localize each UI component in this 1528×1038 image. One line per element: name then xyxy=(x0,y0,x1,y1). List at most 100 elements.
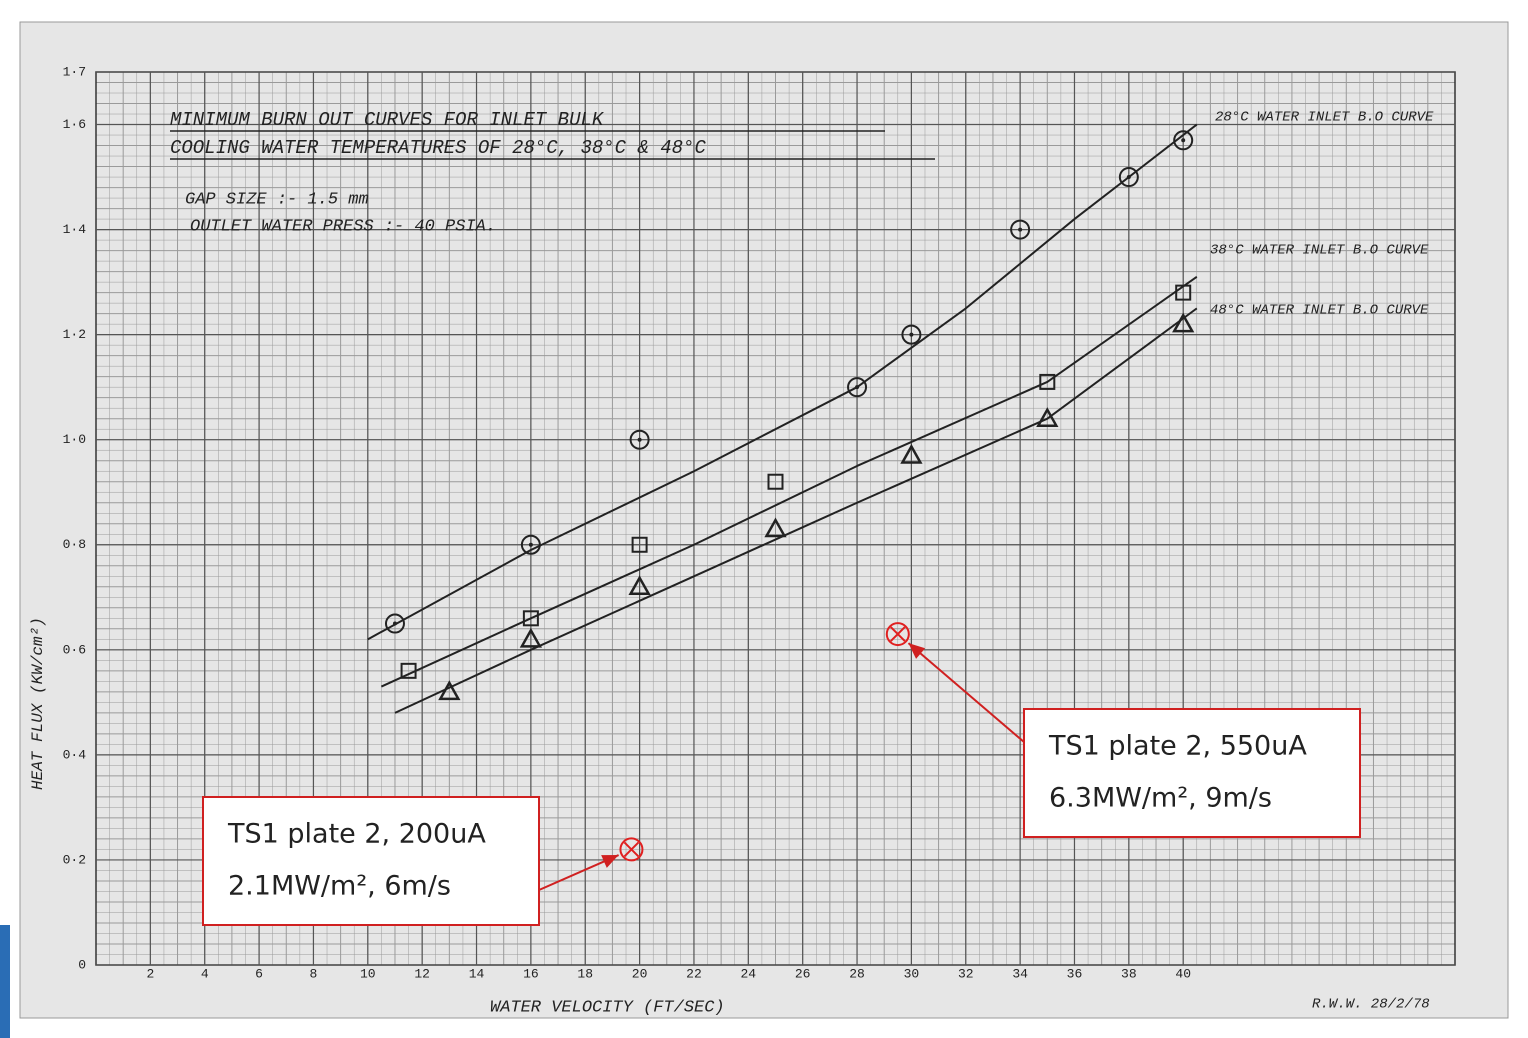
point xyxy=(400,662,417,679)
point-cross xyxy=(890,626,906,642)
point-ring xyxy=(901,324,922,345)
point-ring xyxy=(520,534,541,555)
curve-label: 48°C WATER INLET B.O CURVE xyxy=(1210,303,1429,319)
point xyxy=(1175,284,1192,301)
point-square xyxy=(631,536,648,553)
curve-label: 38°C WATER INLET B.O CURVE xyxy=(1210,243,1429,259)
point-ring xyxy=(1173,130,1194,151)
x-tick-label: 26 xyxy=(795,966,811,981)
point xyxy=(901,324,922,345)
annotation-arrowhead xyxy=(601,855,619,868)
x-tick-label: 40 xyxy=(1175,966,1191,981)
point xyxy=(1039,373,1056,390)
x-tick-label: 28 xyxy=(849,966,865,981)
point-ring xyxy=(847,377,868,398)
point xyxy=(384,613,405,634)
point-ring xyxy=(885,622,910,647)
annotation-text: 2.1MW/m², 6m/s xyxy=(228,871,451,902)
curve xyxy=(380,276,1198,688)
point xyxy=(764,517,787,538)
point-dot xyxy=(1181,138,1186,143)
annotation-box xyxy=(202,796,540,926)
x-tick-label: 30 xyxy=(904,966,920,981)
point-triangle xyxy=(900,443,923,464)
point xyxy=(1172,312,1195,333)
x-tick-label: 22 xyxy=(686,966,702,981)
annotation-arrow xyxy=(907,642,1025,743)
x-tick-label: 34 xyxy=(1012,966,1028,981)
point-dot xyxy=(909,332,914,337)
x-tick-label: 12 xyxy=(414,966,430,981)
point xyxy=(900,443,923,464)
x-tick-label: 4 xyxy=(201,966,209,981)
x-tick-label: 18 xyxy=(577,966,593,981)
annotation-arrowhead xyxy=(908,643,926,659)
point-dot xyxy=(637,437,642,442)
x-tick-label: 2 xyxy=(146,966,154,981)
point-triangle xyxy=(764,517,787,538)
point-square xyxy=(1175,284,1192,301)
x-tick-label: 8 xyxy=(310,966,318,981)
point-dot xyxy=(1126,175,1131,180)
x-axis-label: WATER VELOCITY (FT/SEC) xyxy=(490,998,725,1017)
y-tick-label: 0 xyxy=(78,957,86,972)
x-tick-label: 36 xyxy=(1067,966,1083,981)
y-tick-label: 1·7 xyxy=(63,64,86,79)
point-dot xyxy=(855,385,860,390)
point-ring xyxy=(1010,219,1031,240)
x-tick-label: 14 xyxy=(469,966,485,981)
point-dot xyxy=(1018,227,1023,232)
signature: R.W.W. 28/2/78 xyxy=(1312,997,1430,1013)
point-triangle xyxy=(1172,312,1195,333)
point xyxy=(767,473,784,490)
point xyxy=(438,680,461,701)
x-tick-label: 6 xyxy=(255,966,263,981)
x-tick-label: 10 xyxy=(360,966,376,981)
point xyxy=(1118,167,1139,188)
y-tick-label: 1·2 xyxy=(63,327,86,342)
point-dot xyxy=(392,621,397,626)
point xyxy=(629,429,650,450)
point xyxy=(628,575,651,596)
point xyxy=(619,837,644,862)
annotation-text: 6.3MW/m², 9m/s xyxy=(1049,783,1272,814)
condition: GAP SIZE :- 1.5 mm xyxy=(185,190,369,209)
y-tick-label: 1·4 xyxy=(63,222,87,237)
point-ring xyxy=(1118,167,1139,188)
curve xyxy=(394,307,1198,714)
point-triangle xyxy=(519,627,543,648)
x-tick-label: 20 xyxy=(632,966,648,981)
point xyxy=(1036,407,1059,427)
chart-title: MINIMUM BURN OUT CURVES FOR INLET BULK xyxy=(170,109,605,131)
point xyxy=(1173,130,1194,151)
x-tick-label: 24 xyxy=(741,966,757,981)
curve-label: 28°C WATER INLET B.O CURVE xyxy=(1215,110,1434,126)
point-ring xyxy=(619,837,644,862)
point-triangle xyxy=(628,575,651,596)
x-tick-label: 16 xyxy=(523,966,539,981)
chart-subtitle: COOLING WATER TEMPERATURES OF 28°C, 38°C… xyxy=(170,137,706,159)
point-square xyxy=(522,610,539,627)
point xyxy=(1010,219,1031,240)
annotation-box xyxy=(1023,708,1361,838)
point-ring xyxy=(629,429,650,450)
window-edge xyxy=(0,925,10,1038)
y-tick-label: 1·0 xyxy=(63,432,86,447)
y-tick-label: 0·2 xyxy=(63,852,86,867)
point-cross xyxy=(623,841,640,858)
y-tick-label: 0·8 xyxy=(63,537,86,552)
annotation-text: TS1 plate 2, 200uA xyxy=(227,819,486,850)
y-tick-label: 0·4 xyxy=(63,747,87,762)
point-triangle xyxy=(1036,407,1059,427)
point xyxy=(519,627,543,648)
condition: OUTLET WATER PRESS :- 40 PSIA. xyxy=(190,217,496,236)
point-square xyxy=(400,662,417,679)
y-axis-label: HEAT FLUX (KW/cm²) xyxy=(29,617,47,790)
point-square xyxy=(1039,373,1056,390)
point-dot xyxy=(528,542,533,547)
point xyxy=(520,534,541,555)
y-tick-label: 1·6 xyxy=(63,117,86,132)
x-tick-label: 32 xyxy=(958,966,974,981)
point xyxy=(847,377,868,398)
